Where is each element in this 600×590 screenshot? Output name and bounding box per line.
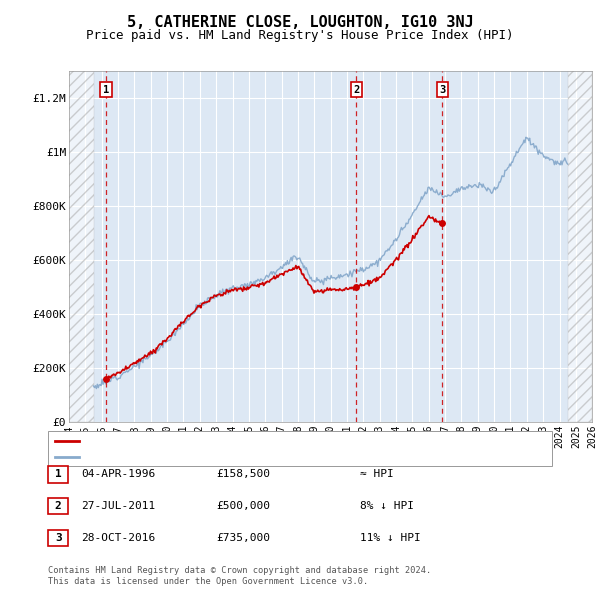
Text: 11% ↓ HPI: 11% ↓ HPI [360,533,421,543]
Text: Contains HM Land Registry data © Crown copyright and database right 2024.
This d: Contains HM Land Registry data © Crown c… [48,566,431,586]
Text: 1: 1 [55,470,62,479]
Text: 3: 3 [55,533,62,543]
Text: £500,000: £500,000 [216,502,270,511]
Text: 5, CATHERINE CLOSE, LOUGHTON, IG10 3NJ (detached house): 5, CATHERINE CLOSE, LOUGHTON, IG10 3NJ (… [83,437,406,446]
Bar [568,71,592,422]
Bar [69,71,94,422]
Text: 28-OCT-2016: 28-OCT-2016 [81,533,155,543]
Text: Price paid vs. HM Land Registry's House Price Index (HPI): Price paid vs. HM Land Registry's House … [86,30,514,42]
Text: £158,500: £158,500 [216,470,270,479]
Text: 1: 1 [103,85,109,95]
Text: 2: 2 [55,502,62,511]
Text: 5, CATHERINE CLOSE, LOUGHTON, IG10 3NJ: 5, CATHERINE CLOSE, LOUGHTON, IG10 3NJ [127,15,473,30]
Text: 3: 3 [439,85,445,95]
Text: ≈ HPI: ≈ HPI [360,470,394,479]
Text: HPI: Average price, detached house, Epping Forest: HPI: Average price, detached house, Eppi… [83,452,371,461]
Text: 8% ↓ HPI: 8% ↓ HPI [360,502,414,511]
Text: 2: 2 [353,85,359,95]
Text: 27-JUL-2011: 27-JUL-2011 [81,502,155,511]
Text: £735,000: £735,000 [216,533,270,543]
Text: 04-APR-1996: 04-APR-1996 [81,470,155,479]
